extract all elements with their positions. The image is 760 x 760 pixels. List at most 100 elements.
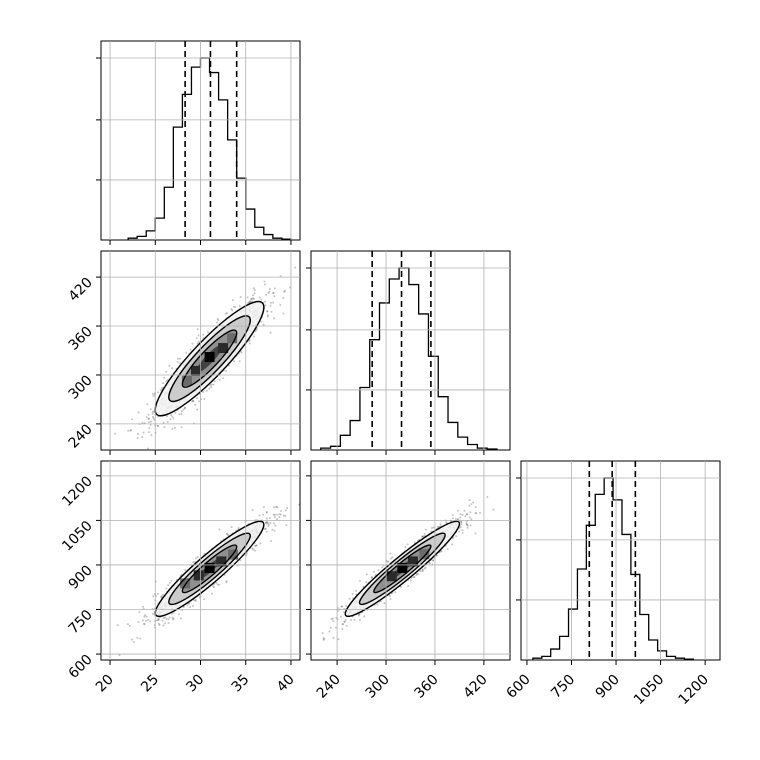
x-tick-label: 900 — [593, 672, 623, 702]
sample-point — [421, 569, 424, 572]
sample-point — [147, 417, 150, 420]
sample-point — [136, 436, 139, 439]
sample-point — [432, 559, 435, 562]
sample-point — [286, 507, 289, 510]
sample-point — [409, 579, 412, 582]
sample-point — [225, 581, 228, 584]
density-bin — [204, 352, 215, 363]
sample-point — [365, 581, 368, 584]
sample-point — [142, 622, 145, 625]
sample-point — [206, 331, 209, 334]
sample-point — [423, 532, 426, 535]
sample-point — [233, 360, 236, 363]
density-bin — [397, 562, 408, 573]
sample-point — [184, 569, 187, 572]
sample-point — [273, 287, 276, 290]
sample-point — [196, 397, 199, 400]
sample-point — [198, 400, 201, 403]
sample-point — [131, 418, 134, 421]
joint-panel-1-2 — [310, 460, 511, 661]
sample-point — [328, 630, 331, 633]
sample-point — [363, 615, 366, 618]
sample-point — [273, 295, 276, 298]
sample-point — [157, 622, 160, 625]
sample-point — [421, 570, 424, 573]
sample-point — [469, 511, 472, 514]
sample-point — [474, 511, 477, 514]
sample-point — [252, 287, 255, 290]
density-bin — [386, 571, 397, 582]
sample-point — [341, 623, 344, 626]
sample-point — [182, 408, 185, 411]
sample-point — [322, 636, 325, 639]
sample-point — [337, 638, 340, 641]
sample-point — [276, 506, 279, 509]
x-tick-label: 20 — [93, 672, 117, 696]
sample-point — [263, 283, 266, 286]
panel-frame — [520, 460, 721, 661]
sample-point — [182, 606, 185, 609]
sample-point — [161, 619, 164, 622]
sample-point — [479, 511, 482, 514]
sample-point — [459, 516, 462, 519]
sample-point — [469, 524, 472, 527]
sample-point — [268, 290, 271, 293]
sample-point — [174, 411, 177, 414]
sample-point — [157, 618, 160, 621]
sample-point — [458, 530, 461, 533]
sample-point — [262, 505, 265, 508]
sample-point — [160, 595, 163, 598]
sample-point — [456, 518, 459, 521]
sample-point — [253, 289, 256, 292]
sample-point — [142, 605, 145, 608]
sample-point — [272, 291, 275, 294]
sample-point — [144, 619, 147, 622]
sample-point — [270, 539, 273, 542]
sample-point — [268, 516, 271, 519]
sample-point — [407, 585, 410, 588]
sample-point — [144, 614, 147, 617]
sample-point — [428, 562, 431, 565]
histogram-step — [320, 267, 498, 450]
x-tick-label: 750 — [548, 672, 578, 702]
sample-point — [468, 516, 471, 519]
sample-point — [178, 357, 181, 360]
density-bin — [419, 549, 430, 560]
sample-point — [230, 526, 233, 529]
sample-point — [451, 514, 454, 517]
contour-line — [373, 544, 432, 594]
y-tick-label: 900 — [66, 562, 96, 592]
sample-point — [157, 618, 160, 621]
sample-point — [130, 429, 133, 432]
sample-point — [149, 408, 152, 411]
y-tick-label: 420 — [66, 275, 96, 305]
sample-point — [284, 509, 287, 512]
sample-point — [424, 566, 427, 569]
sample-point — [262, 513, 265, 516]
sample-point — [323, 638, 326, 641]
sample-point — [341, 623, 344, 626]
histogram-step — [127, 57, 292, 240]
sample-point — [273, 522, 276, 525]
sample-point — [168, 581, 171, 584]
sample-point — [332, 636, 335, 639]
sample-point — [197, 334, 200, 337]
panel-frame — [310, 250, 511, 451]
contour-line — [154, 300, 265, 417]
sample-point — [215, 582, 218, 585]
sample-point — [128, 625, 131, 628]
sample-point — [171, 427, 174, 430]
contour-line — [168, 315, 251, 403]
sample-point — [145, 416, 148, 419]
sample-point — [459, 513, 462, 516]
sample-point — [169, 418, 172, 421]
sample-point — [279, 513, 282, 516]
sample-point — [492, 508, 495, 511]
sample-point — [168, 616, 171, 619]
sample-point — [413, 576, 416, 579]
sample-point — [273, 516, 276, 519]
sample-point — [176, 357, 179, 360]
sample-point — [131, 638, 134, 641]
sample-point — [273, 529, 276, 532]
sample-point — [263, 280, 266, 283]
